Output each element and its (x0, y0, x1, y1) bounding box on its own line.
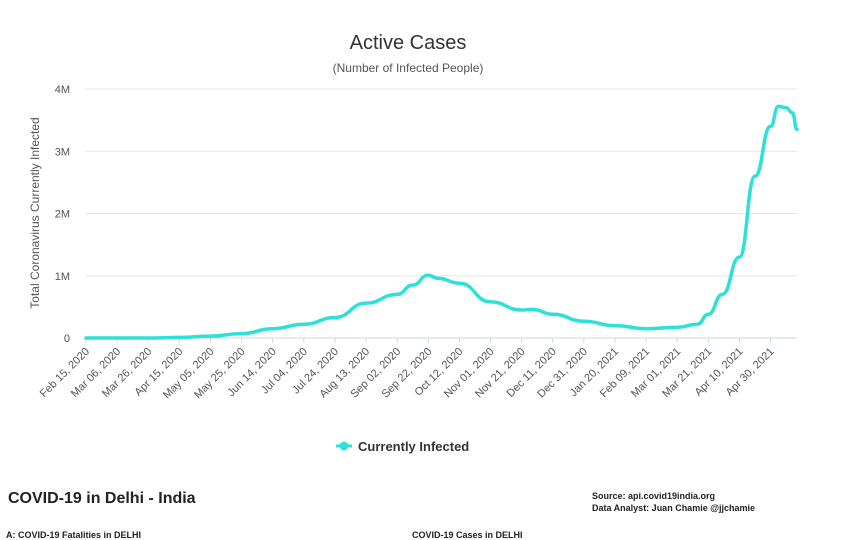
legend-label-currently-infected: Currently Infected (358, 439, 469, 454)
chart-subtitle: (Number of Infected People) (333, 61, 484, 75)
y-tick-label: 2M (55, 209, 70, 221)
analyst-credit: Data Analyst: Juan Chamie @jjchamie (592, 503, 755, 513)
legend[interactable]: Currently Infected (336, 439, 469, 454)
y-tick-label: 4M (55, 84, 70, 96)
cases-panel-title: COVID-19 Cases in DELHI (412, 530, 523, 540)
y-axis-title: Total Coronavirus Currently Infected (28, 117, 42, 308)
fatalities-panel-title: A: COVID-19 Fatalities in DELHI (6, 530, 142, 540)
y-tick-label: 3M (55, 146, 70, 158)
y-axis-ticks: 0 1M 2M 3M 4M (55, 84, 70, 345)
series-line-currently-infected (84, 104, 799, 340)
active-cases-chart: Active Cases (Number of Infected People)… (28, 32, 799, 454)
chart-title: Active Cases (350, 32, 467, 54)
grid-lines (86, 88, 797, 339)
footer-title: COVID-19 in Delhi - India (8, 490, 196, 507)
legend-marker-icon (339, 441, 349, 451)
y-tick-label: 0 (64, 333, 70, 345)
footer-credits: Source: api.covid19india.org Data Analys… (592, 490, 755, 514)
y-tick-label: 1M (55, 271, 70, 283)
source-credit: Source: api.covid19india.org (592, 491, 716, 501)
